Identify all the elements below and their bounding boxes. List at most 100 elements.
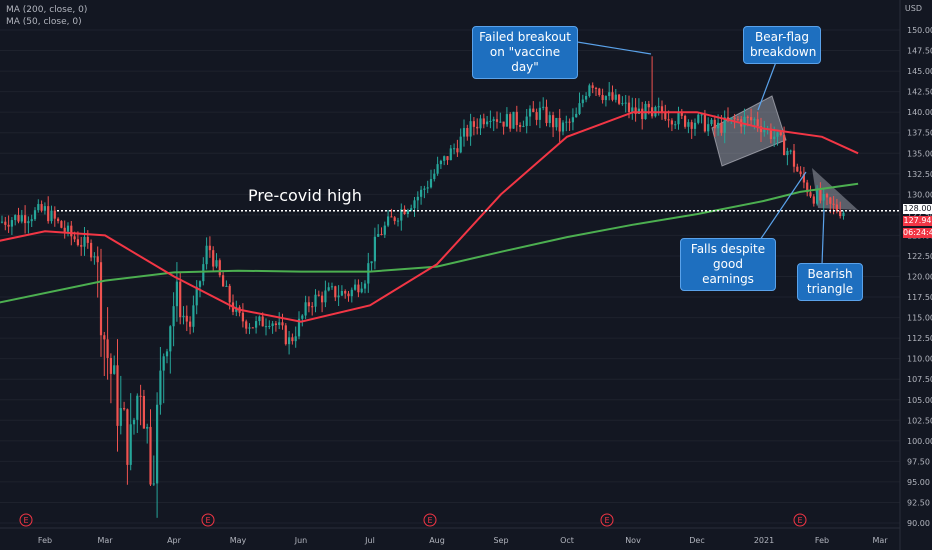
candle-body (522, 125, 525, 127)
ma50-line[interactable] (0, 111, 859, 323)
candle-body (495, 119, 499, 122)
ma50-legend[interactable]: MA (50, close, 0) (6, 17, 82, 27)
candle-body (314, 294, 317, 307)
candle-body (476, 126, 479, 129)
candle-body (773, 136, 776, 140)
overlay-lines (57, 39, 900, 266)
callout-line: good earnings (702, 257, 754, 286)
earnings-marker-icon[interactable] (600, 513, 614, 527)
y-tick-label: 90.00 (907, 519, 930, 528)
candle-body (307, 302, 310, 307)
candle-body (4, 221, 7, 225)
callout-failed-breakout[interactable]: Failed breakout on "vaccine day" (472, 26, 578, 79)
earnings-marker-label: E (604, 516, 609, 525)
candle-body (360, 288, 363, 293)
candle-body (420, 189, 423, 197)
y-tick-label: 117.50 (907, 293, 932, 302)
x-tick-label: Feb (38, 536, 52, 545)
candle-body (538, 107, 541, 120)
candle-body (581, 99, 584, 104)
candle-body (598, 88, 601, 96)
y-tick-label: 95.00 (907, 478, 930, 487)
candle-body (317, 294, 320, 296)
candle-body (146, 426, 149, 429)
candle-body (103, 335, 106, 340)
candle-body (393, 217, 396, 222)
candle-body (17, 215, 20, 222)
candle-body (10, 220, 13, 227)
candle-body (453, 148, 456, 150)
candle-body (139, 395, 142, 397)
candle-body (667, 119, 670, 121)
candle-body (792, 150, 796, 167)
candle-body (717, 122, 720, 129)
bear-flag-rectangle[interactable] (711, 95, 787, 167)
candle-body (499, 121, 502, 123)
candle-body (40, 204, 43, 211)
candle-body (106, 339, 109, 358)
earnings-marker-icon[interactable] (201, 513, 215, 527)
callout-bear-flag[interactable]: Bear-flag breakdown (743, 26, 821, 64)
callout-bearish-triangle[interactable]: Bearish triangle (797, 263, 863, 301)
x-tick-label: Dec (689, 536, 704, 545)
candle-body (693, 122, 697, 129)
candle-body (33, 210, 37, 220)
candle-body (426, 187, 429, 189)
candle-body (802, 174, 805, 183)
candle-body (561, 122, 565, 132)
candle-body (340, 290, 343, 296)
candle-body (753, 119, 756, 121)
candle-body (492, 119, 495, 121)
candle-body (228, 285, 231, 303)
candle-body (436, 164, 439, 174)
candle-body (324, 290, 327, 303)
candle-body (90, 242, 93, 258)
candle-body (337, 295, 340, 298)
earnings-marker-icon[interactable] (19, 513, 33, 527)
candle-body (489, 120, 492, 122)
candle-body (347, 293, 350, 297)
level-tag: 128.00 (903, 204, 932, 214)
candle-body (14, 215, 17, 221)
callout-pointer (757, 61, 777, 111)
candle-body (327, 287, 330, 291)
earnings-marker-icon[interactable] (423, 513, 437, 527)
candle-body (96, 256, 99, 263)
y-tick-label: 115.00 (907, 314, 932, 323)
y-axis: 150.00 147.50 145.00 142.50 140.00 137.50 135.… (899, 0, 932, 550)
callout-line: Bear-flag (755, 30, 809, 44)
last-price-tag: 127.94 (903, 216, 932, 226)
earnings-marker-icon[interactable] (793, 513, 807, 527)
candle-body (575, 113, 578, 118)
ma200-line[interactable] (0, 182, 859, 306)
candle-body (624, 102, 627, 104)
candle-body (258, 316, 261, 322)
candle-body (20, 215, 23, 222)
y-tick-label: 97.50 (907, 457, 930, 466)
x-tick-label: May (230, 536, 247, 545)
x-tick-label: Sep (493, 536, 508, 545)
candle-body (278, 322, 281, 325)
candle-body (763, 129, 766, 133)
candle-body (354, 284, 357, 290)
candle-body (601, 95, 604, 101)
ma200-legend[interactable]: MA (200, close, 0) (6, 5, 88, 15)
candle-body (222, 275, 225, 287)
y-tick-label: 120.00 (907, 273, 932, 282)
candle-body (835, 204, 838, 211)
candle-body (390, 216, 393, 218)
candle-body (502, 121, 505, 127)
callout-falls-despite[interactable]: Falls despite good earnings (680, 238, 776, 291)
candle-body (664, 112, 667, 120)
callout-line: Bearish (807, 267, 853, 281)
candle-body (528, 108, 532, 117)
candle-body (459, 136, 462, 153)
candle-body (156, 404, 159, 484)
candle-body (423, 188, 426, 190)
candle-body (129, 424, 132, 465)
candle-body (568, 121, 571, 123)
candle-body (261, 316, 264, 327)
candle-body (449, 148, 452, 161)
candle-body (832, 203, 835, 205)
candle-body (255, 321, 258, 328)
